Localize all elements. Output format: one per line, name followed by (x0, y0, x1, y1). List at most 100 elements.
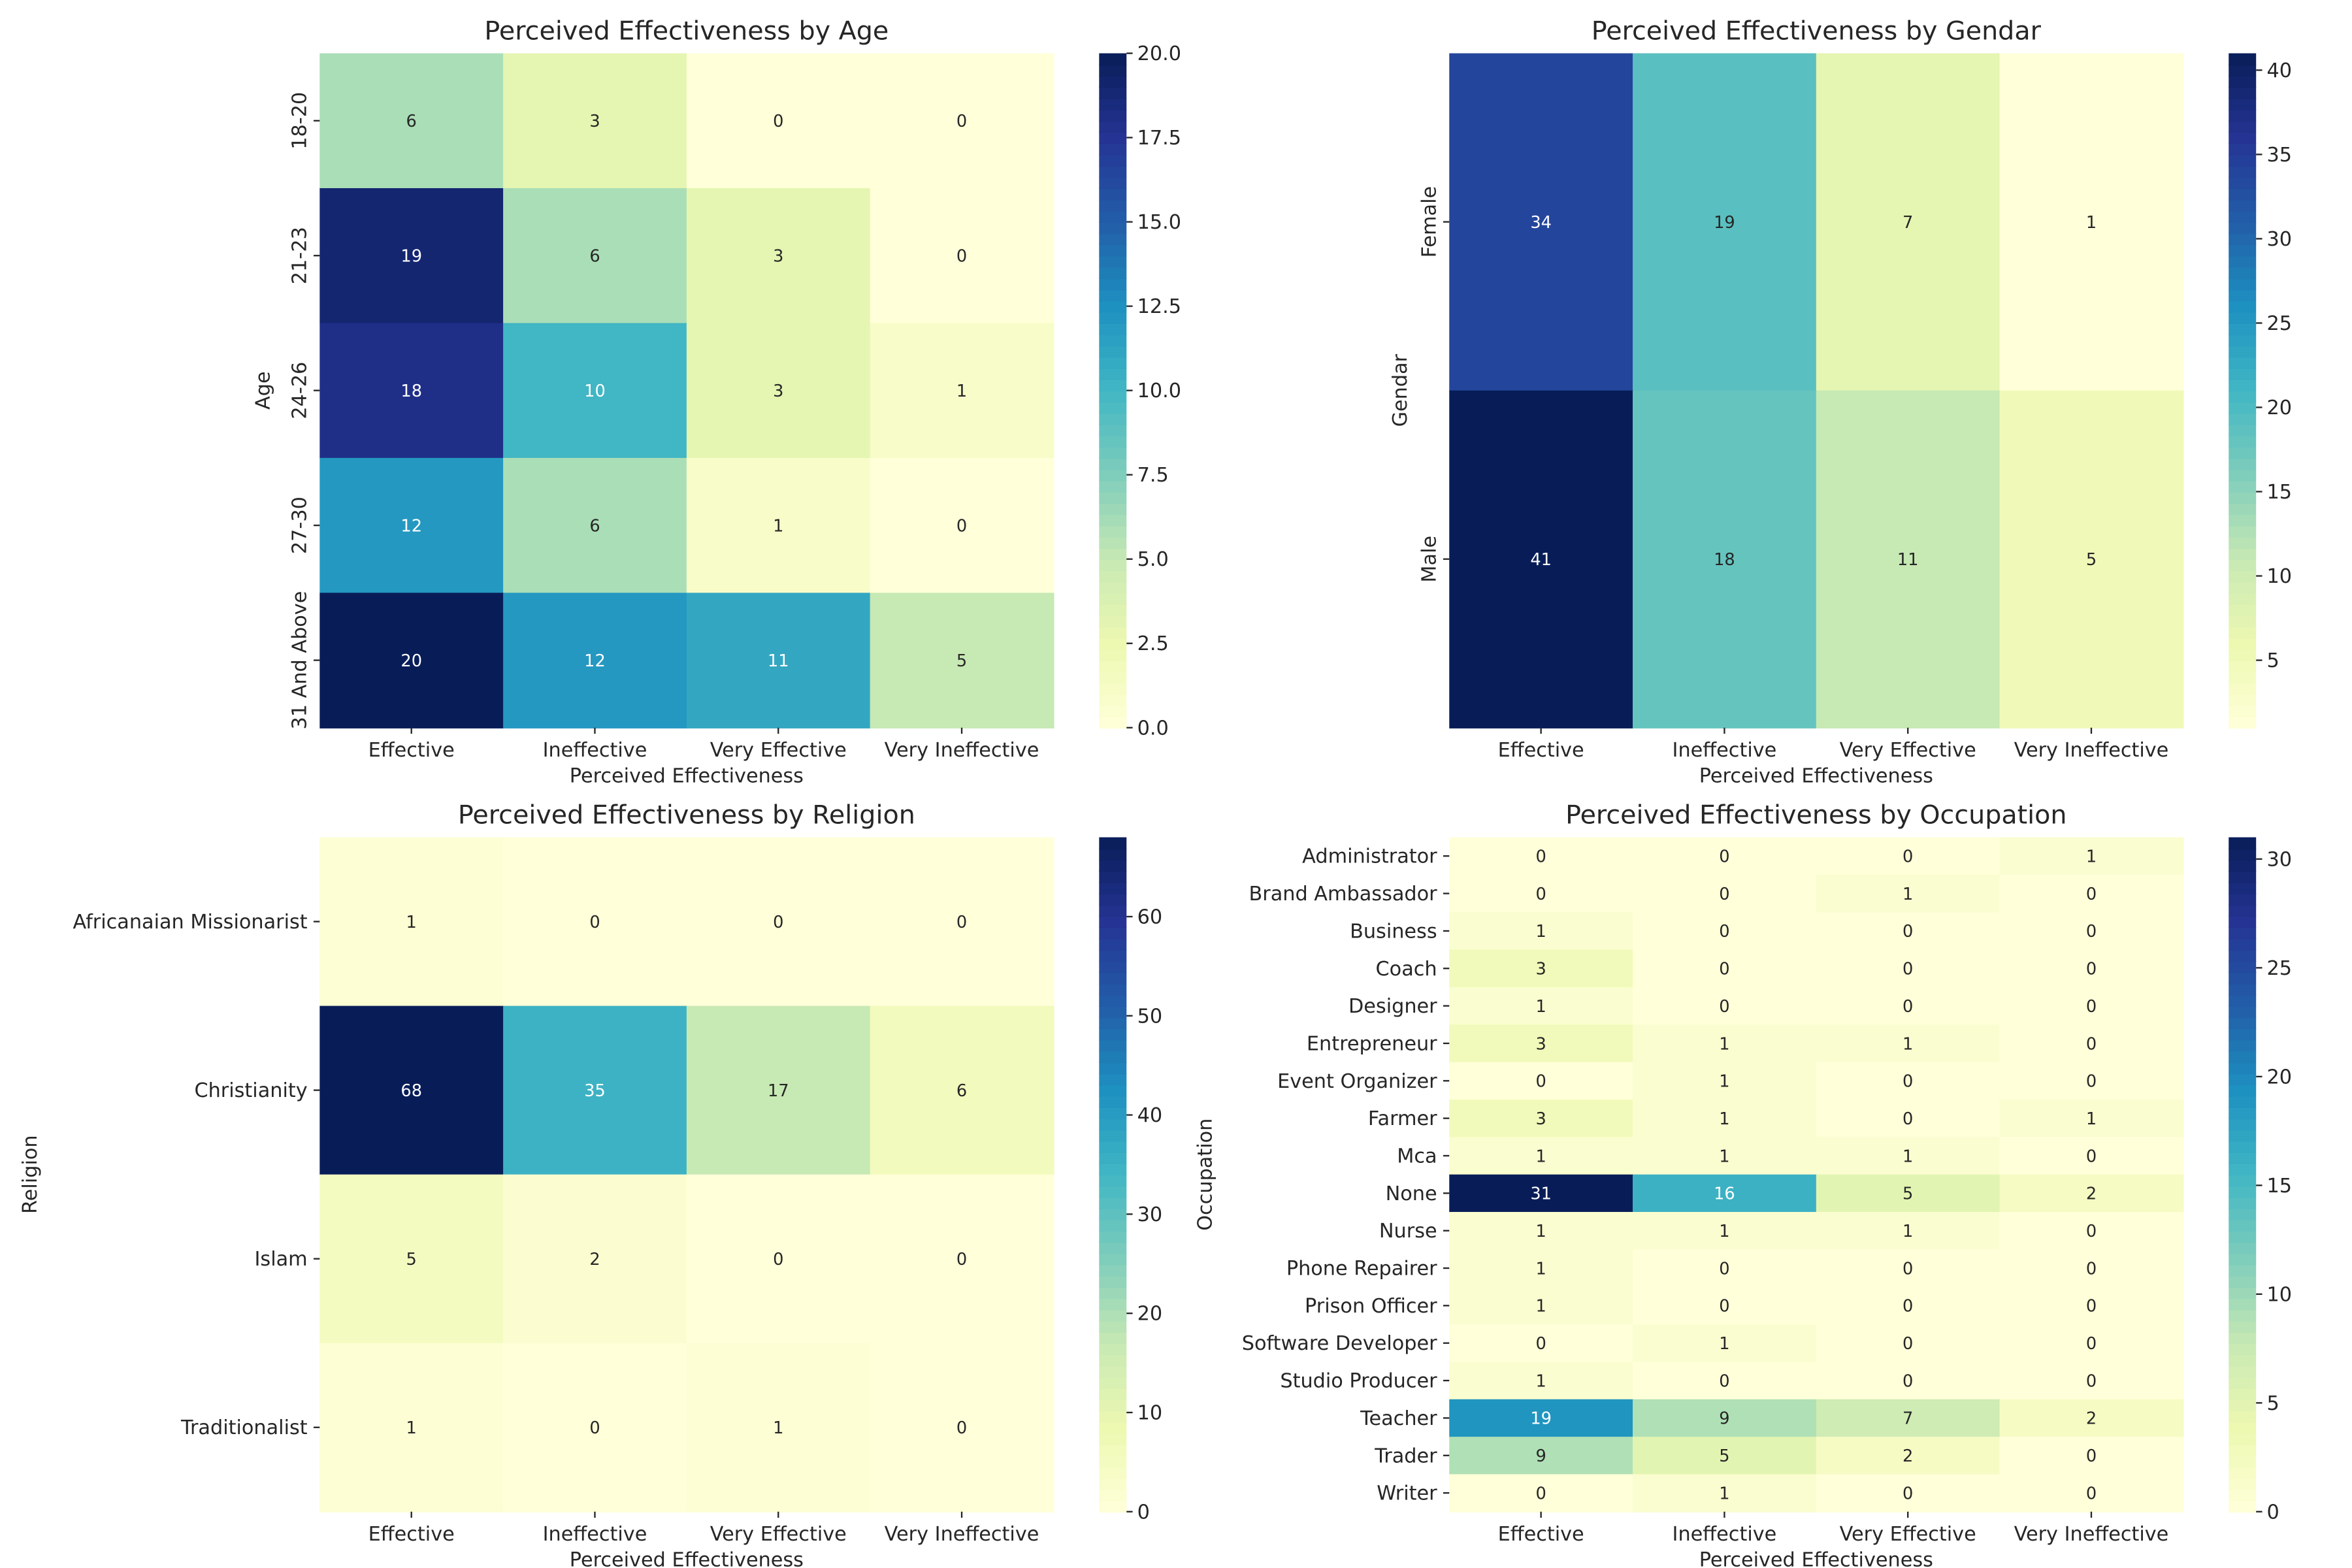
colorbar-segment (1099, 401, 1127, 414)
colorbar-segment (1099, 457, 1127, 470)
colorbar-segment (1099, 1230, 1127, 1243)
heatmap-cell (686, 323, 871, 459)
heatmap-cell (1816, 1474, 2001, 1512)
heatmap-cell (870, 1005, 1054, 1175)
cell-value-label: 1 (406, 913, 417, 932)
colorbar-segment (1099, 1051, 1127, 1064)
colorbar-segment (1099, 480, 1127, 493)
y-tick-label: 24-26 (288, 362, 311, 419)
colorbar-segment (1099, 1107, 1127, 1120)
colorbar-segment (1099, 1343, 1127, 1356)
cell-value-label: 5 (1719, 1446, 1729, 1466)
colorbar-segment (2229, 1185, 2257, 1198)
cell-value-label: 0 (773, 913, 783, 932)
heatmap-cell (1633, 53, 1817, 391)
cell-value-label: 0 (2086, 1072, 2097, 1092)
colorbar-tick-label: 50 (1137, 1005, 1163, 1028)
cell-value-label: 0 (2086, 1297, 2097, 1316)
heatmap-cell (686, 1005, 871, 1175)
colorbar-segment (1099, 949, 1127, 962)
heatmap-cell (319, 323, 504, 459)
colorbar-segment (1099, 1410, 1127, 1423)
y-axis-label: Occupation (1194, 1119, 1217, 1231)
colorbar-segment (1099, 927, 1127, 939)
chart-title: Perceived Effectiveness by Occupation (1565, 800, 2066, 830)
x-tick-label: Effective (368, 739, 455, 762)
cell-value-label: 0 (1719, 1371, 1729, 1391)
colorbar-segment (2229, 882, 2257, 894)
colorbar-tick-label: 40 (1137, 1104, 1163, 1127)
x-tick-label: Ineffective (543, 1523, 647, 1546)
cell-value-label: 0 (1903, 1484, 1913, 1503)
heatmap-cell (1449, 1249, 1634, 1288)
colorbar-segment (2229, 480, 2257, 493)
heatmap-cell (1633, 874, 1817, 913)
colorbar-segment (2229, 1309, 2257, 1322)
cell-value-label: 0 (2086, 885, 2097, 904)
y-tick-label: Event Organizer (1277, 1070, 1437, 1093)
cell-value-label: 0 (773, 1250, 783, 1269)
heatmap-cell (319, 593, 504, 728)
heatmap-cell (870, 1343, 1054, 1512)
colorbar-segment (2229, 323, 2257, 336)
colorbar-segment (2229, 570, 2257, 583)
colorbar-segment (1099, 154, 1127, 167)
heatmap-cell (1449, 1324, 1634, 1363)
y-tick-label: 31 And Above (288, 591, 311, 730)
heatmap-cell (503, 1174, 688, 1344)
heatmap-cell (870, 53, 1054, 189)
heatmap-cell (1449, 1286, 1634, 1326)
colorbar-segment (1099, 915, 1127, 928)
colorbar-tick-label: 2.5 (1137, 632, 1169, 655)
cell-value-label: 0 (1535, 885, 1546, 904)
heatmap-cell (503, 1343, 688, 1512)
cell-value-label: 0 (956, 1250, 967, 1269)
heatmap-cell (1449, 1362, 1634, 1400)
cell-value-label: 0 (1903, 1109, 1913, 1129)
heatmap-cell (1633, 1024, 1817, 1063)
colorbar-segment (1099, 1208, 1127, 1220)
colorbar-segment (1099, 1017, 1127, 1030)
colorbar-segment (1099, 1264, 1127, 1277)
colorbar-segment (1099, 1253, 1127, 1266)
y-tick-label: Trader (1374, 1445, 1437, 1467)
colorbar-segment (1099, 1275, 1127, 1288)
colorbar-tick-label: 15 (2267, 1175, 2293, 1198)
colorbar-segment (1099, 301, 1127, 313)
cell-value-label: 0 (2086, 922, 2097, 941)
cell-value-label: 1 (406, 1418, 417, 1438)
y-tick-label: Africanaian Missionarist (73, 911, 307, 934)
heatmap-cell (1449, 1212, 1634, 1250)
heatmap-cell (1999, 874, 2184, 913)
colorbar-segment (1099, 176, 1127, 189)
colorbar-segment (2229, 199, 2257, 212)
heatmap-cell (1449, 53, 1634, 391)
heatmap-cell (1999, 1324, 2184, 1363)
colorbar-segment (1099, 424, 1127, 436)
chart-title: Perceived Effectiveness by Gendar (1592, 16, 2042, 46)
cell-value-label: 0 (956, 913, 967, 932)
colorbar-segment (1099, 1286, 1127, 1299)
colorbar-segment (1099, 120, 1127, 133)
cell-value-label: 1 (2086, 213, 2097, 233)
cell-value-label: 0 (589, 1418, 600, 1438)
cell-value-label: 5 (1903, 1184, 1913, 1204)
colorbar-segment (2229, 682, 2257, 695)
colorbar-segment (1099, 1174, 1127, 1187)
colorbar-segment (2229, 626, 2257, 639)
heatmap-cell (1633, 912, 1817, 951)
colorbar-segment (1099, 165, 1127, 178)
colorbar-segment (2229, 502, 2257, 515)
colorbar-segment (2229, 938, 2257, 951)
cell-value-label: 1 (1903, 885, 1913, 904)
cell-value-label: 6 (589, 516, 600, 536)
colorbar-segment (2229, 176, 2257, 189)
heatmap-cell (1633, 1474, 1817, 1512)
heatmap-cell (1816, 1437, 2001, 1475)
colorbar-segment (1099, 1219, 1127, 1232)
colorbar-segment (1099, 960, 1127, 973)
cell-value-label: 19 (1530, 1409, 1552, 1429)
colorbar-segment (2229, 893, 2257, 906)
colorbar-segment (1099, 1152, 1127, 1164)
cell-value-label: 0 (1719, 1297, 1729, 1316)
